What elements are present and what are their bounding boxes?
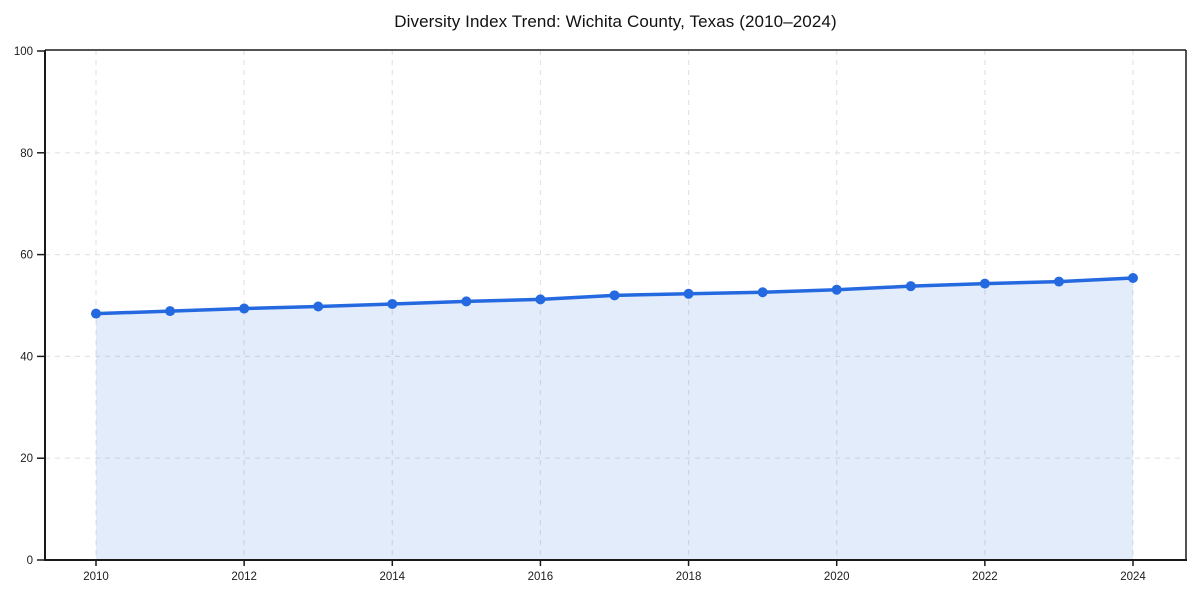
- data-point-2021: [905, 281, 916, 292]
- data-point-2020: [831, 284, 842, 295]
- y-tick-label-100: 100: [14, 46, 33, 58]
- y-tick-label-60: 60: [20, 250, 33, 262]
- data-point-2013: [313, 301, 324, 312]
- x-tick-label-2018: 2018: [676, 571, 702, 583]
- y-tick-label-20: 20: [20, 453, 33, 465]
- series-area-fill: [96, 278, 1133, 560]
- data-point-2012: [239, 303, 250, 314]
- x-tick-label-2010: 2010: [83, 571, 109, 583]
- x-tick-label-2022: 2022: [972, 571, 998, 583]
- data-point-2017: [609, 290, 620, 301]
- data-point-2022: [979, 278, 990, 289]
- y-tick-label-40: 40: [20, 351, 33, 363]
- x-tick-label-2012: 2012: [231, 571, 257, 583]
- data-point-2010: [91, 308, 101, 319]
- data-point-2018: [683, 288, 694, 299]
- data-point-2024: [1128, 273, 1138, 284]
- data-point-2015: [461, 296, 472, 307]
- data-point-2011: [165, 306, 176, 317]
- x-tick-label-2016: 2016: [528, 571, 554, 583]
- data-point-2023: [1053, 276, 1064, 287]
- x-tick-label-2020: 2020: [824, 571, 850, 583]
- data-point-2019: [757, 287, 768, 298]
- y-tick-label-0: 0: [27, 555, 33, 567]
- x-tick-label-2024: 2024: [1120, 571, 1146, 583]
- x-tick-label-2014: 2014: [379, 571, 405, 583]
- y-tick-label-80: 80: [20, 148, 33, 160]
- data-point-2016: [535, 294, 546, 305]
- chart-title: Diversity Index Trend: Wichita County, T…: [394, 12, 837, 31]
- data-point-2014: [387, 298, 398, 309]
